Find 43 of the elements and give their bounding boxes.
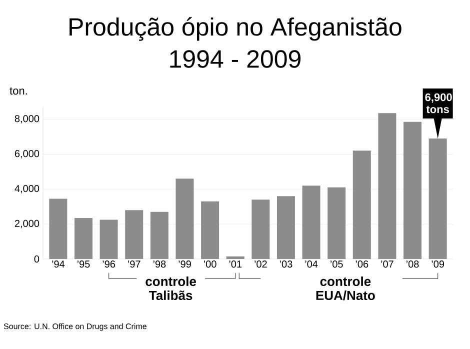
y-tick-label: 4,000	[14, 184, 40, 194]
text: controle Talibãs	[146, 276, 196, 300]
bar	[252, 200, 270, 259]
bar	[176, 178, 194, 259]
x-tick-label: ’08	[406, 260, 419, 268]
x-tick-label: ’07	[381, 260, 394, 268]
bar	[150, 212, 168, 259]
y-tick-label: 0	[34, 255, 40, 263]
x-tick-label: ’09	[432, 260, 444, 268]
chart-title: Produção ópio no Afeganistão	[70, 17, 402, 41]
y-tick-label: 8,000	[14, 115, 40, 124]
x-tick-label: ’04	[305, 260, 318, 268]
bar	[276, 196, 295, 259]
x-tick-label: ’06	[356, 260, 368, 268]
y-axis-title: ton.	[10, 87, 27, 95]
chart-subtitle: 1994 - 2009	[170, 50, 300, 68]
bar	[378, 113, 396, 259]
x-tick-label: ’96	[102, 260, 116, 268]
bar	[328, 187, 346, 259]
bar	[226, 256, 244, 259]
y-tick-label: 2,000	[14, 220, 40, 228]
bar	[352, 150, 371, 259]
x-tick-label: ’02	[254, 260, 267, 268]
bar	[201, 201, 220, 259]
x-tick-label: ’03	[280, 260, 292, 268]
bar	[125, 210, 144, 259]
source-note: Source: U.N. Office on Drugs and Crime	[4, 323, 146, 331]
x-tick-label: ’01	[229, 260, 242, 268]
text: controle EUA/Nato	[316, 276, 375, 300]
data-label: 6,900 tons	[425, 93, 452, 114]
bar	[74, 218, 92, 259]
y-tick-label: 6,000	[14, 150, 40, 158]
x-tick-label: ’99	[178, 260, 191, 268]
bar	[100, 220, 118, 259]
x-tick-label: ’98	[153, 260, 166, 268]
x-tick-label: ’94	[52, 260, 65, 268]
bar	[302, 186, 320, 259]
x-tick-label: ’97	[128, 260, 140, 268]
x-tick-label: ’95	[77, 260, 90, 268]
bar	[404, 122, 422, 259]
x-tick-label: ’05	[330, 260, 343, 268]
x-tick-label: ’00	[204, 260, 216, 268]
bar	[49, 198, 68, 259]
